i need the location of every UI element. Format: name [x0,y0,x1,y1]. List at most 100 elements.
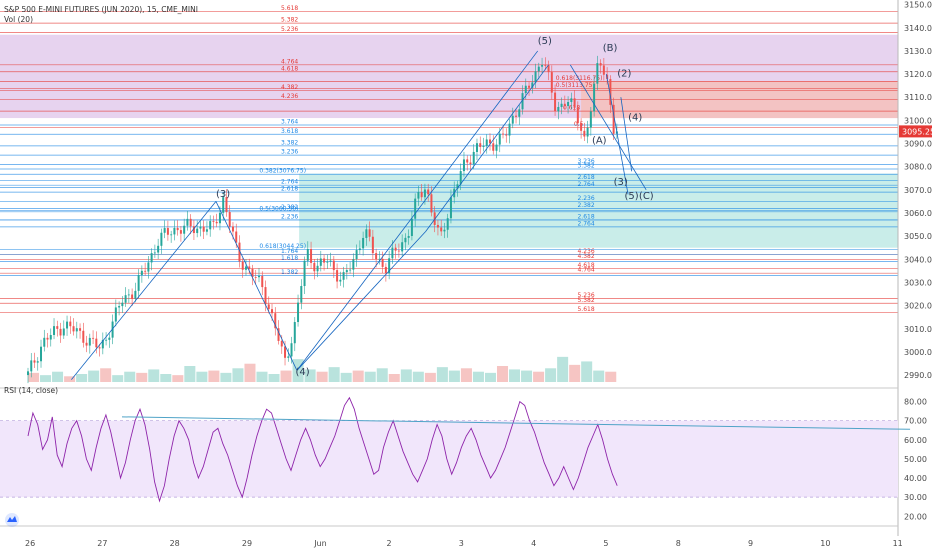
volume-bar [581,361,593,382]
wave-trendline [606,74,629,195]
candle-body [349,269,352,271]
candle-body [59,328,62,336]
volume-bar [232,368,244,382]
candle-body [580,123,583,131]
candle-body [462,159,465,172]
candle-body [209,221,212,230]
volume-bar [460,368,472,382]
candle-body [456,184,459,189]
wave-label: (4) [296,367,310,378]
volume-bar [28,372,40,382]
candle-body [472,151,475,165]
wave-label: (3) [216,189,230,200]
candle-body [336,270,339,282]
candle-body [345,270,348,273]
candle-body [391,247,394,259]
candle-body [176,227,179,231]
candle-body [531,82,534,88]
volume-bar [496,366,509,382]
candle-body [300,286,303,303]
volume-bar [268,374,280,382]
candle-body [72,326,75,332]
candle-body [427,189,430,195]
candle-body [323,258,326,263]
candle-body [303,260,306,287]
candle-body [277,328,280,341]
candle-body [573,98,576,108]
candle-body [537,66,540,72]
volume-bar [509,369,521,382]
wave-label: (5) [624,191,638,202]
price-tick-label: 3040.00 [904,255,932,264]
candle-body [381,258,384,267]
candle-body [280,340,283,347]
time-tick-label: 10 [820,539,830,548]
candle-body [218,212,221,224]
candle-body [414,198,417,219]
fib-blue-label: 1.764 [281,248,298,255]
candle-body [56,326,59,329]
wave-trendline [215,201,298,371]
candle-body [593,83,596,112]
time-tick-label: 27 [97,539,107,548]
wave-trendline [296,50,539,371]
rsi-legend: RSI (14, close) [4,386,58,395]
candle-body [407,235,410,238]
fib-red-label: 0.5 [574,121,584,128]
candle-body [137,275,140,291]
volume-bar [448,370,460,382]
candle-body [557,106,560,112]
wave-trendline [425,64,549,232]
candle-body [53,326,56,335]
price-tick-label: 3000.00 [904,348,932,357]
fib-red-label: 0.5(3113.75) [556,82,595,89]
volume-bar [316,371,328,382]
volume-bar [244,363,256,382]
candle-body [95,338,98,348]
candle-body [170,234,173,236]
candle-body [271,309,274,314]
candle-body [466,159,469,163]
candle-body [205,229,208,232]
candle-body [397,250,400,252]
candle-body [583,130,586,137]
volume-bar [412,371,424,382]
candle-body [576,107,579,124]
candle-body [257,275,260,278]
volume-bar [593,370,605,382]
fib-red-label: 5.382 [577,297,594,304]
candle-body [440,227,443,232]
candle-body [410,218,413,236]
price-candles [27,55,618,384]
candle-body [505,134,508,136]
candle-body [153,252,156,254]
wave-label: (C) [639,191,654,202]
candle-body [515,115,518,117]
volume-bar [364,371,376,382]
candle-body [36,361,39,363]
time-tick-label: 2 [387,539,392,548]
candle-body [43,337,46,347]
volume-bar [88,370,100,382]
candle-body [563,103,566,106]
volume-bar [569,364,581,382]
candle-body [173,227,176,235]
candle-body [365,229,368,238]
volume-bar [328,367,340,382]
fib-red-label: 4.236 [577,248,594,255]
fib-blue-label: 1.618 [281,255,298,262]
candle-body [30,360,33,372]
candle-body [508,123,511,136]
price-tick-label: 3050.00 [904,232,932,241]
fib-blue-label: 2.618 [577,174,594,181]
candle-body [88,337,91,346]
volume-bar [172,375,184,382]
candle-body [192,226,195,234]
time-tick-label: 8 [676,539,681,548]
fib-blue-label: 2.618 [281,186,298,193]
wave-label: (3) [614,177,628,188]
volume-bar [424,372,436,382]
tradingview-logo-icon[interactable] [5,513,19,527]
time-axis[interactable]: 26 27 28 29 Jun 2 3 4 5 8 9 10 11 [0,525,903,548]
